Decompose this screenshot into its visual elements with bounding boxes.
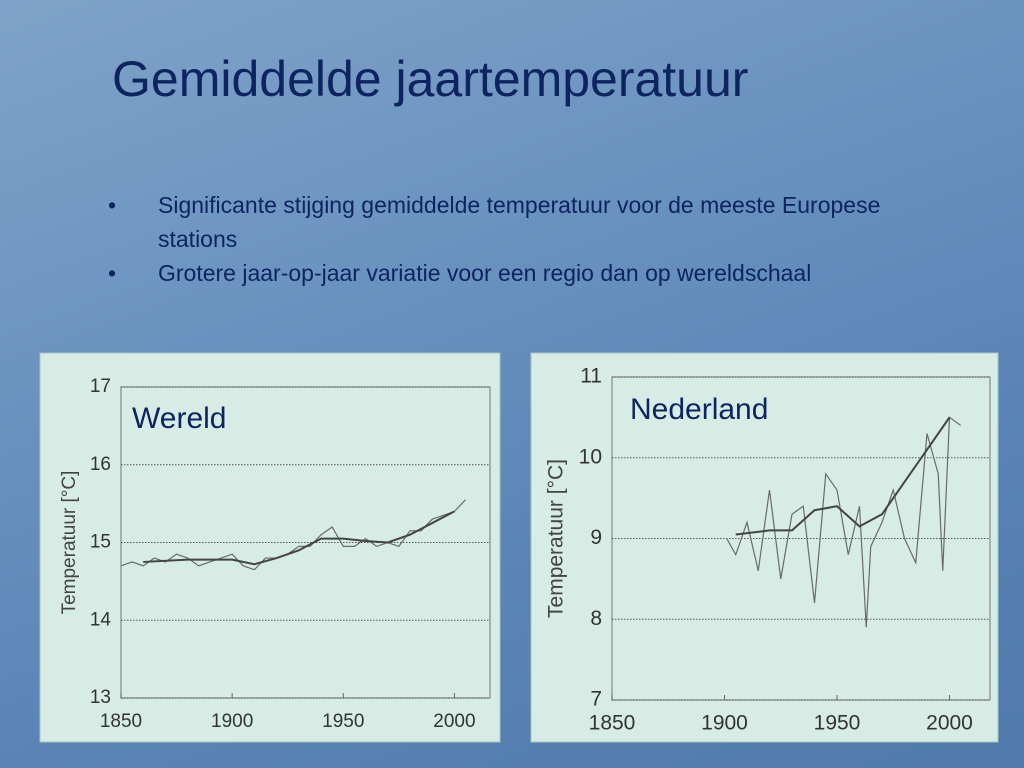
x-tick-label: 2000 [433, 711, 475, 732]
x-tick-label: 1850 [589, 712, 636, 735]
bullet: Grotere jaar-op-jaar variatie voor een r… [100, 256, 940, 290]
y-tick-label: 8 [590, 607, 602, 630]
slide-title: Gemiddelde jaartemperatuur [112, 51, 749, 107]
chart-title: Wereld [132, 402, 226, 435]
chart-title: Nederland [630, 393, 768, 426]
y-axis-label: Temperatuur [°C] [545, 459, 568, 618]
x-tick-label: 1950 [814, 712, 861, 735]
y-tick-label: 16 [90, 454, 111, 475]
bullet-list: Significante stijging gemiddelde tempera… [100, 188, 940, 290]
series-line [726, 416, 962, 628]
y-tick-label: 10 [579, 445, 602, 468]
y-tick-label: 13 [90, 687, 111, 708]
x-tick-label: 1900 [701, 712, 748, 735]
panel [530, 352, 999, 743]
y-tick-label: 14 [90, 609, 112, 630]
y-tick-label: 15 [90, 532, 111, 553]
series-line [120, 499, 466, 571]
series-line [735, 416, 951, 536]
y-tick-label: 9 [590, 526, 602, 549]
panel [39, 352, 501, 743]
series-line [143, 510, 455, 566]
y-tick-label: 11 [580, 365, 602, 388]
x-tick-label: 1850 [100, 711, 142, 732]
y-tick-label: 17 [90, 376, 111, 397]
y-axis-label: Temperatuur [°C] [59, 471, 80, 615]
x-tick-label: 2000 [926, 712, 973, 735]
bullet: Significante stijging gemiddelde tempera… [100, 188, 940, 256]
x-tick-label: 1900 [211, 711, 253, 732]
y-tick-label: 7 [590, 688, 602, 711]
x-tick-label: 1950 [322, 711, 364, 732]
